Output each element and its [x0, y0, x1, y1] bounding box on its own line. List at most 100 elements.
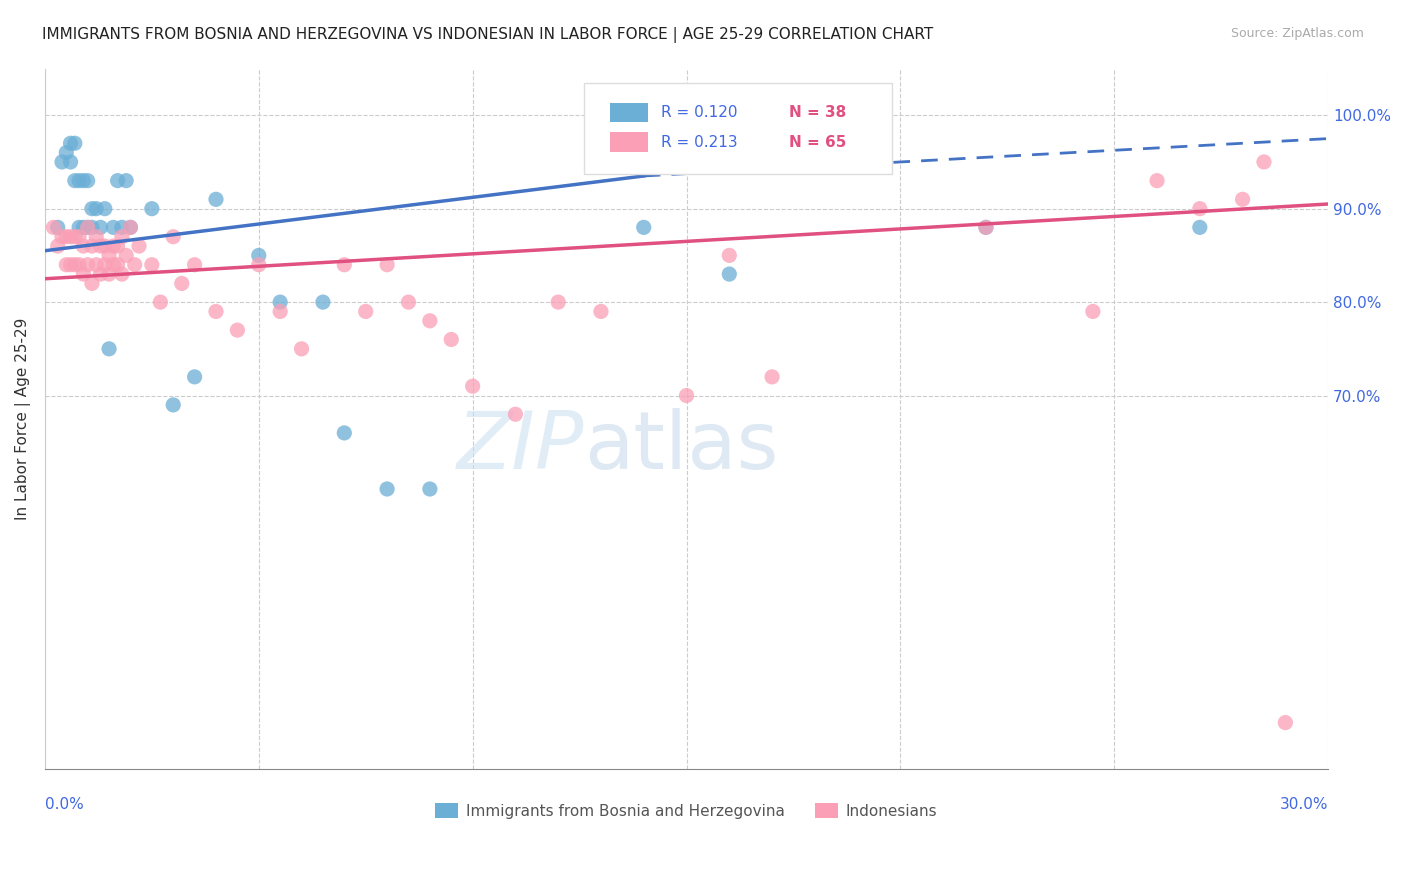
Point — [63, 258, 86, 272]
Point — [149, 295, 172, 310]
Point — [72, 267, 94, 281]
Text: atlas: atlas — [583, 408, 779, 486]
Point — [589, 304, 612, 318]
Text: Source: ZipAtlas.com: Source: ZipAtlas.com — [1230, 27, 1364, 40]
Point — [63, 174, 86, 188]
Point — [269, 295, 291, 310]
Bar — [610, 132, 648, 152]
Point — [120, 220, 142, 235]
Point — [1081, 304, 1104, 318]
Point — [1232, 192, 1254, 206]
Point — [67, 229, 90, 244]
Point — [547, 295, 569, 310]
Point — [162, 398, 184, 412]
Point — [718, 267, 741, 281]
Point — [94, 258, 117, 272]
Point — [375, 258, 398, 272]
Point — [141, 202, 163, 216]
Point — [440, 333, 463, 347]
Point — [98, 342, 121, 356]
Point — [67, 258, 90, 272]
Point — [115, 248, 138, 262]
Point — [46, 220, 69, 235]
Point — [115, 174, 138, 188]
Point — [59, 155, 82, 169]
Point — [76, 220, 98, 235]
Point — [59, 258, 82, 272]
Point — [67, 174, 90, 188]
Point — [675, 388, 697, 402]
Point — [76, 174, 98, 188]
Point — [46, 239, 69, 253]
Point — [398, 295, 420, 310]
Point — [141, 258, 163, 272]
Point — [63, 229, 86, 244]
Point — [120, 220, 142, 235]
Point — [55, 229, 77, 244]
Point — [124, 258, 146, 272]
Text: 0.0%: 0.0% — [45, 797, 83, 813]
Point — [1188, 220, 1211, 235]
Point — [67, 220, 90, 235]
Point — [419, 482, 441, 496]
Point — [84, 202, 107, 216]
Text: IMMIGRANTS FROM BOSNIA AND HERZEGOVINA VS INDONESIAN IN LABOR FORCE | AGE 25-29 : IMMIGRANTS FROM BOSNIA AND HERZEGOVINA V… — [42, 27, 934, 43]
Legend: Immigrants from Bosnia and Herzegovina, Indonesians: Immigrants from Bosnia and Herzegovina, … — [429, 797, 943, 825]
Point — [354, 304, 377, 318]
Point — [419, 314, 441, 328]
Point — [59, 136, 82, 151]
Point — [76, 258, 98, 272]
Text: R = 0.120: R = 0.120 — [661, 105, 737, 120]
Point — [89, 220, 111, 235]
Point — [103, 220, 125, 235]
Point — [761, 369, 783, 384]
Point — [1274, 715, 1296, 730]
Point — [183, 258, 205, 272]
Point — [183, 369, 205, 384]
Point — [226, 323, 249, 337]
Text: ZIP: ZIP — [457, 408, 583, 486]
Point — [98, 267, 121, 281]
Point — [128, 239, 150, 253]
Point — [63, 136, 86, 151]
Point — [84, 258, 107, 272]
Point — [205, 304, 228, 318]
Point — [59, 229, 82, 244]
Point — [80, 239, 103, 253]
Point — [333, 258, 356, 272]
FancyBboxPatch shape — [583, 83, 891, 174]
Point — [461, 379, 484, 393]
Point — [72, 174, 94, 188]
Point — [1188, 202, 1211, 216]
Y-axis label: In Labor Force | Age 25-29: In Labor Force | Age 25-29 — [15, 318, 31, 520]
Text: N = 38: N = 38 — [789, 105, 846, 120]
Point — [1146, 174, 1168, 188]
Point — [1253, 155, 1275, 169]
Point — [84, 229, 107, 244]
Point — [55, 145, 77, 160]
Point — [111, 220, 134, 235]
Point — [162, 229, 184, 244]
Point — [111, 229, 134, 244]
Point — [247, 248, 270, 262]
Point — [103, 258, 125, 272]
Point — [205, 192, 228, 206]
Text: R = 0.213: R = 0.213 — [661, 135, 738, 150]
Point — [80, 277, 103, 291]
Point — [72, 220, 94, 235]
Point — [51, 229, 73, 244]
Point — [94, 239, 117, 253]
Point — [290, 342, 312, 356]
Point — [333, 425, 356, 440]
Text: 30.0%: 30.0% — [1279, 797, 1329, 813]
Point — [42, 220, 65, 235]
Point — [974, 220, 997, 235]
Point — [269, 304, 291, 318]
Point — [107, 258, 129, 272]
Point — [98, 248, 121, 262]
Point — [103, 239, 125, 253]
Point — [94, 202, 117, 216]
Point — [80, 220, 103, 235]
Point — [107, 239, 129, 253]
Point — [107, 174, 129, 188]
